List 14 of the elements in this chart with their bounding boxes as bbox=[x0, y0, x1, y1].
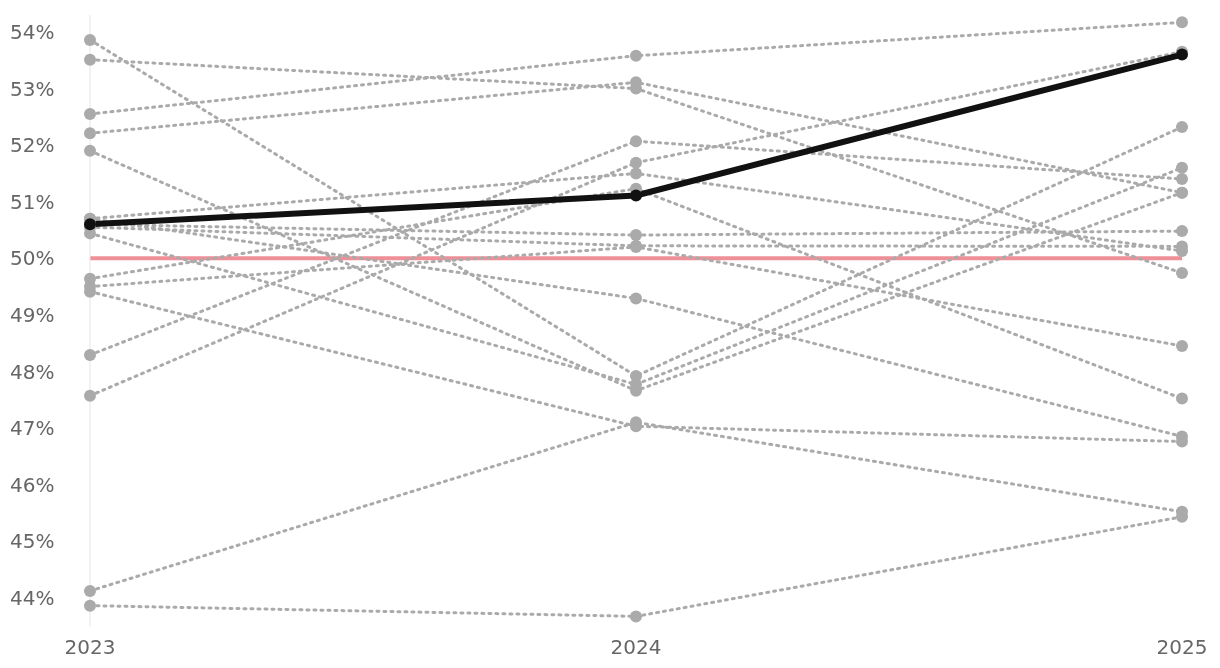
y-tick-label: 47% bbox=[10, 416, 55, 441]
y-tick-label: 46% bbox=[10, 472, 55, 497]
x-tick-label: 2025 bbox=[1156, 635, 1208, 660]
y-tick-label: 48% bbox=[10, 359, 55, 384]
y-tick-label: 51% bbox=[10, 189, 55, 214]
x-tick-label: 2024 bbox=[610, 635, 662, 660]
y-tick-label: 45% bbox=[10, 529, 55, 554]
y-tick-label: 49% bbox=[10, 302, 55, 327]
y-tick-label: 50% bbox=[10, 246, 55, 271]
y-tick-label: 53% bbox=[10, 76, 55, 101]
y-tick-label: 54% bbox=[10, 20, 55, 45]
y-tick-label: 52% bbox=[10, 133, 55, 158]
x-tick-label: 2023 bbox=[64, 635, 116, 660]
y-tick-label: 44% bbox=[10, 585, 55, 610]
